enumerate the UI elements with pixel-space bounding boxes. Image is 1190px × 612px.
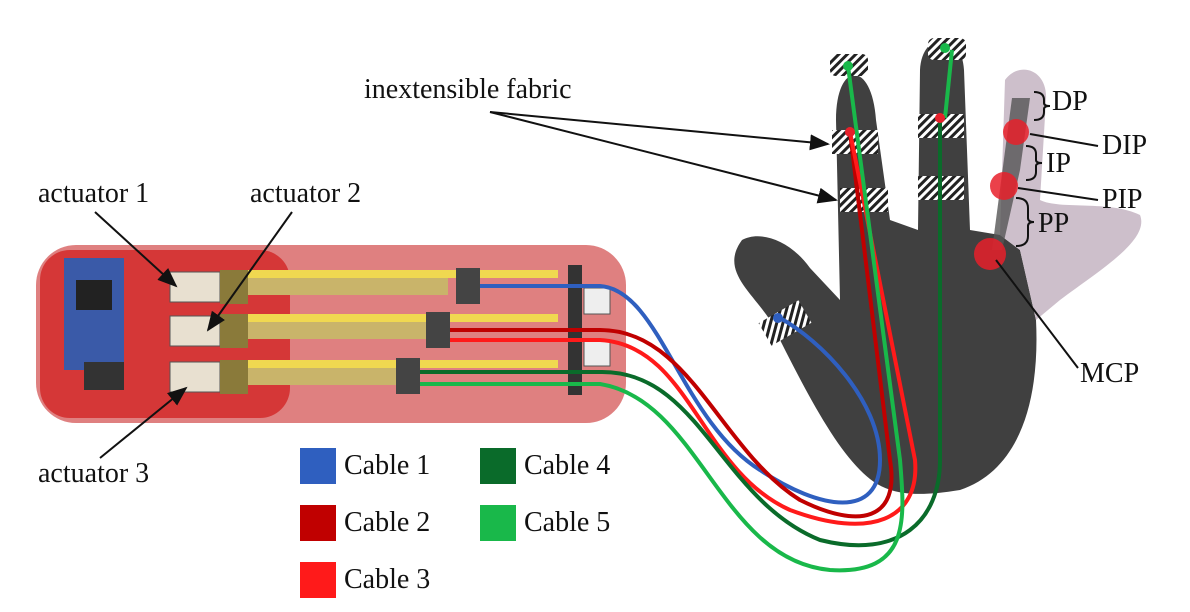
ring-finger-skin	[1000, 69, 1142, 320]
legend-label: Cable 5	[524, 507, 611, 538]
legend-cable-2: Cable 2	[300, 505, 430, 541]
pip-joint-marker	[990, 172, 1018, 200]
legend-label: Cable 2	[344, 507, 431, 538]
ip-label: IP	[1046, 148, 1071, 179]
legend-swatch	[300, 505, 336, 541]
legend-cable-3: Cable 3	[300, 562, 430, 598]
actuator-board	[36, 245, 626, 423]
legend-label: Cable 4	[524, 450, 611, 481]
actuator-1-housing	[169, 268, 558, 304]
actuator-2-housing	[169, 312, 558, 348]
legend-cable-1: Cable 1	[300, 448, 430, 484]
legend-label: Cable 1	[344, 450, 431, 481]
legend-swatch	[480, 448, 516, 484]
legend-swatch	[480, 505, 516, 541]
actuator-1-label: actuator 1	[38, 178, 150, 209]
pp-label: PP	[1038, 208, 1070, 239]
cable-1	[480, 284, 883, 505]
pip-label: PIP	[1102, 184, 1143, 215]
dip-joint-marker	[1003, 119, 1029, 145]
legend-label: Cable 3	[344, 564, 431, 595]
legend-swatch	[300, 448, 336, 484]
dp-label: DP	[1052, 86, 1088, 117]
cable-2	[450, 131, 894, 519]
legend-cable-5: Cable 5	[480, 505, 610, 541]
actuator-2-label: actuator 2	[250, 178, 362, 209]
actuator-3-label: actuator 3	[38, 458, 150, 489]
cables	[420, 49, 954, 573]
annotation-arrows	[94, 91, 1099, 459]
legend-cable-4: Cable 4	[480, 448, 610, 484]
legend-swatch	[300, 562, 336, 598]
joint-markers	[773, 43, 1029, 323]
microcontroller	[64, 258, 124, 370]
cable-4	[420, 120, 942, 548]
cable-5	[420, 65, 905, 573]
mcp-label: MCP	[1080, 358, 1140, 389]
fabric-label: inextensible fabric	[364, 74, 572, 105]
cable-3	[450, 131, 918, 526]
dip-label: DIP	[1102, 130, 1148, 161]
